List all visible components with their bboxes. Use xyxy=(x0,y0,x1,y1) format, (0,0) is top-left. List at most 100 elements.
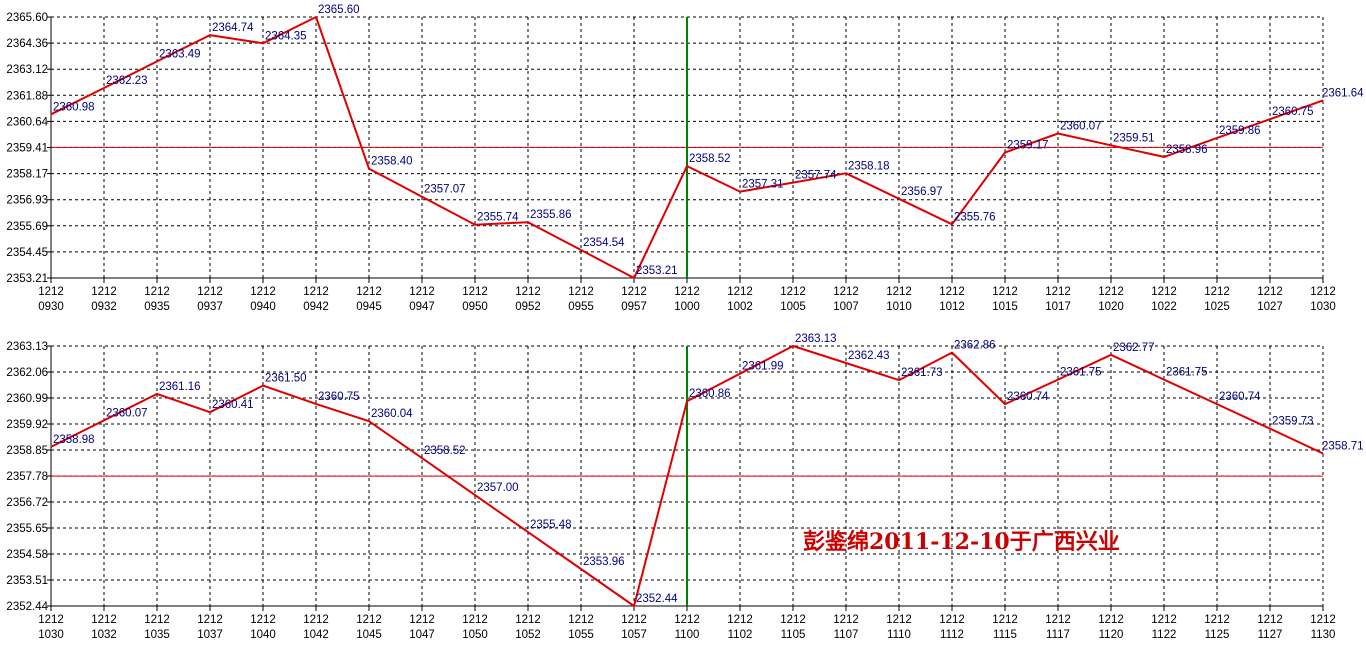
data-label: 2358.52 xyxy=(424,445,466,457)
y-tick-label: 2360.99 xyxy=(6,393,48,405)
x-tick-label-date: 1212 xyxy=(1310,286,1336,298)
x-tick-label-date: 1212 xyxy=(409,614,435,626)
data-label: 2357.07 xyxy=(424,184,466,196)
x-tick-label-date: 1212 xyxy=(886,614,912,626)
y-tick-label: 2353.21 xyxy=(6,273,48,285)
data-label: 2361.73 xyxy=(901,367,943,379)
data-label: 2353.21 xyxy=(636,265,678,277)
data-label: 2360.07 xyxy=(106,407,148,419)
x-tick-label-date: 1212 xyxy=(1310,614,1336,626)
x-tick-label-date: 1212 xyxy=(727,614,753,626)
data-label: 2358.71 xyxy=(1322,441,1364,453)
x-tick-label-time: 1025 xyxy=(1204,301,1230,313)
data-label: 2364.74 xyxy=(212,22,254,34)
data-label: 2359.86 xyxy=(1219,125,1261,137)
x-tick-label-date: 1212 xyxy=(250,286,276,298)
x-tick-label-time: 0940 xyxy=(250,301,276,313)
data-point xyxy=(103,419,105,421)
x-tick-label-time: 0952 xyxy=(515,301,541,313)
y-tick-label: 2358.17 xyxy=(6,169,48,181)
x-tick-label-time: 1032 xyxy=(91,629,117,641)
data-point xyxy=(580,249,582,251)
data-point xyxy=(686,400,688,402)
y-tick-label: 2358.85 xyxy=(6,445,48,457)
data-label: 2354.54 xyxy=(583,237,625,249)
data-label: 2358.18 xyxy=(848,160,890,172)
data-point xyxy=(739,373,741,375)
data-point xyxy=(368,168,370,170)
x-tick-label-date: 1212 xyxy=(833,614,859,626)
data-label: 2361.75 xyxy=(1166,367,1208,379)
x-tick-label-date: 1212 xyxy=(91,286,117,298)
x-tick-label-time: 1122 xyxy=(1152,629,1177,641)
x-tick-label-time: 1030 xyxy=(1310,301,1336,313)
data-point xyxy=(633,277,635,279)
y-tick-label: 2353.51 xyxy=(6,575,48,587)
x-tick-label-time: 0932 xyxy=(91,301,117,313)
y-tick-label: 2354.45 xyxy=(6,247,48,259)
data-label: 2352.44 xyxy=(636,593,678,605)
data-label: 2358.98 xyxy=(53,434,95,446)
data-label: 2363.13 xyxy=(795,333,837,345)
data-label: 2361.75 xyxy=(1060,367,1102,379)
x-tick-label-time: 1027 xyxy=(1257,301,1283,313)
data-label: 2362.43 xyxy=(848,350,890,362)
x-tick-label-time: 0942 xyxy=(303,301,329,313)
y-tick-label: 2356.72 xyxy=(6,497,48,509)
x-tick-label-time: 1120 xyxy=(1099,629,1124,641)
x-tick-label-date: 1212 xyxy=(1045,286,1071,298)
x-tick-label-date: 1212 xyxy=(568,614,594,626)
x-tick-label-time: 1045 xyxy=(356,629,382,641)
data-label: 2353.96 xyxy=(583,556,625,568)
x-tick-label-time: 1115 xyxy=(993,629,1017,641)
data-point xyxy=(951,352,953,354)
y-tick-label: 2362.06 xyxy=(6,367,48,379)
x-tick-label-date: 1212 xyxy=(674,286,700,298)
data-label: 2355.86 xyxy=(530,209,572,221)
data-point xyxy=(951,223,953,225)
data-point xyxy=(1163,379,1165,381)
data-point xyxy=(368,420,370,422)
x-tick-label-time: 0930 xyxy=(38,301,64,313)
x-tick-label-date: 1212 xyxy=(939,286,965,298)
y-tick-label: 2361.88 xyxy=(6,90,48,102)
x-tick-label-time: 1127 xyxy=(1258,629,1283,641)
data-point xyxy=(1004,403,1006,405)
x-tick-label-date: 1212 xyxy=(939,614,965,626)
data-point xyxy=(156,393,158,395)
data-point xyxy=(898,198,900,200)
y-tick-label: 2354.58 xyxy=(6,549,48,561)
data-point xyxy=(209,34,211,36)
x-tick-label-time: 1050 xyxy=(462,629,488,641)
data-label: 2359.73 xyxy=(1272,416,1314,428)
x-tick-label-date: 1212 xyxy=(1204,286,1230,298)
y-tick-label: 2352.44 xyxy=(6,601,48,613)
data-label: 2360.74 xyxy=(1007,391,1049,403)
x-tick-label-time: 0947 xyxy=(409,301,435,313)
data-label: 2358.40 xyxy=(371,156,413,168)
data-label: 2359.51 xyxy=(1113,132,1155,144)
x-tick-label-time: 1110 xyxy=(887,629,911,641)
x-tick-label-time: 0935 xyxy=(144,301,170,313)
x-tick-label-date: 1212 xyxy=(197,286,223,298)
y-tick-label: 2365.60 xyxy=(6,12,48,24)
x-tick-label-time: 1042 xyxy=(303,629,329,641)
x-tick-label-date: 1212 xyxy=(1098,614,1124,626)
data-label: 2360.07 xyxy=(1060,120,1102,132)
data-point xyxy=(1322,453,1324,455)
y-tick-label: 2355.65 xyxy=(6,523,48,535)
data-point xyxy=(421,457,423,459)
data-label: 2361.16 xyxy=(159,381,201,393)
x-tick-label-time: 0957 xyxy=(621,301,647,313)
x-tick-label-time: 0945 xyxy=(356,301,382,313)
author-watermark: 彭鉴绵2011-12-10于广西兴业 xyxy=(803,529,1120,555)
x-tick-label-time: 1040 xyxy=(250,629,276,641)
data-label: 2355.48 xyxy=(530,519,572,531)
x-tick-label-time: 1037 xyxy=(197,629,223,641)
x-tick-label-time: 1112 xyxy=(940,629,964,641)
data-point xyxy=(262,42,264,44)
x-tick-label-time: 1010 xyxy=(886,301,912,313)
x-tick-label-date: 1212 xyxy=(780,614,806,626)
data-label: 2360.86 xyxy=(689,388,731,400)
x-tick-label-time: 1020 xyxy=(1098,301,1124,313)
